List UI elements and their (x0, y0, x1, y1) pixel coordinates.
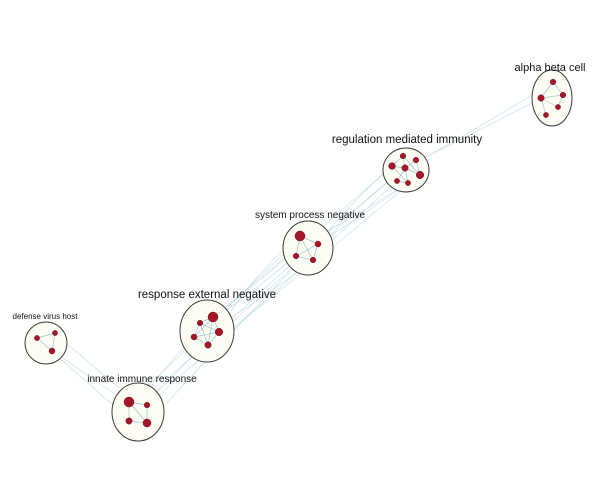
inner-edge (36, 337, 53, 352)
gene-set-node[interactable] (401, 164, 409, 172)
gene-set-node[interactable] (48, 347, 56, 355)
gene-set-node[interactable] (292, 252, 300, 260)
edge-regulation-innate (146, 180, 398, 406)
gene-set-node[interactable] (34, 335, 40, 341)
gene-set-node[interactable] (314, 240, 322, 248)
inner-edge (193, 331, 220, 338)
cluster-regulation-mediated-immunity[interactable]: regulation mediated immunity (332, 134, 482, 193)
cluster-label: innate immune response (87, 374, 197, 385)
gene-set-node[interactable] (537, 94, 545, 102)
gene-set-node[interactable] (415, 170, 425, 180)
gene-set-node[interactable] (142, 418, 152, 428)
gene-set-node[interactable] (207, 311, 219, 323)
cluster-ring (179, 299, 235, 363)
edge-alpha-regulation (404, 81, 554, 169)
gene-set-node[interactable] (405, 180, 411, 186)
gene-set-node[interactable] (549, 78, 557, 86)
gene-set-node[interactable] (309, 256, 317, 264)
cluster-label: system process negative (255, 210, 365, 221)
cluster-ring (24, 321, 68, 365)
gene-set-node[interactable] (555, 104, 561, 110)
gene-set-node[interactable] (190, 333, 198, 341)
cluster-ring (282, 220, 334, 276)
cluster-response-external-negative[interactable]: response external negative (138, 289, 276, 363)
cluster-label: alpha beta cell (515, 62, 586, 74)
gene-set-node[interactable] (399, 152, 407, 160)
gene-set-node[interactable] (125, 417, 133, 425)
inner-edge (402, 155, 421, 176)
gene-set-node[interactable] (388, 162, 396, 170)
gene-set-node[interactable] (412, 156, 420, 164)
cluster-defense-virus-host[interactable]: defense virus host (13, 312, 79, 365)
gene-set-node[interactable] (559, 91, 567, 99)
inner-edge (391, 165, 409, 184)
gene-set-node[interactable] (123, 396, 135, 408)
gene-set-node[interactable] (52, 330, 58, 336)
inner-edge (199, 322, 209, 346)
gene-set-node[interactable] (294, 230, 306, 242)
gene-set-node[interactable] (204, 341, 212, 349)
cluster-alpha-beta-cell[interactable]: alpha beta cell (515, 62, 586, 127)
cluster-system-process-negative[interactable]: system process negative (255, 210, 365, 276)
gene-set-node[interactable] (543, 112, 549, 118)
edge-regulation-system (317, 165, 393, 245)
gene-set-node[interactable] (214, 327, 224, 337)
inner-edge (295, 243, 319, 257)
gene-set-node[interactable] (196, 319, 204, 327)
gene-set-node[interactable] (394, 178, 400, 184)
gene-set-node[interactable] (143, 401, 151, 409)
cluster-label: regulation mediated immunity (332, 134, 482, 146)
edge-alpha-regulation (419, 97, 542, 161)
cluster-label: response external negative (138, 289, 276, 301)
inner-edge (36, 332, 56, 339)
cluster-label: defense virus host (13, 312, 79, 321)
cluster-innate-immune-response[interactable]: innate immune response (87, 374, 197, 442)
inner-edge (540, 94, 564, 99)
cluster-ring (531, 69, 573, 127)
